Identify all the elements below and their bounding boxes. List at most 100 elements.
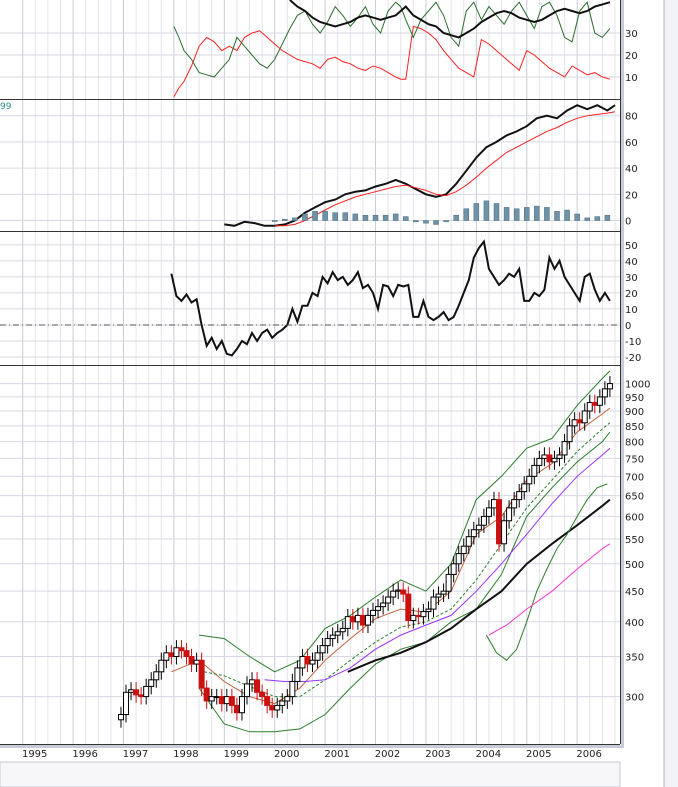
histogram-bar <box>433 220 439 225</box>
candle-body <box>480 515 487 526</box>
y-tick-label: 350 <box>625 653 644 664</box>
y-tick-label: 450 <box>625 587 644 598</box>
candle-body <box>496 499 503 545</box>
candle-body <box>490 499 497 509</box>
panel-tag: 99 <box>0 102 12 112</box>
candle-body <box>213 696 220 699</box>
histogram-bar <box>362 215 369 221</box>
candle-body <box>581 410 588 424</box>
candle-body <box>359 614 366 626</box>
candle-body <box>501 520 508 545</box>
candle-body <box>148 679 155 687</box>
histogram-bar <box>604 215 611 221</box>
candle-body <box>339 627 346 633</box>
plot-shadow <box>621 0 624 748</box>
series-line-0 <box>170 239 611 357</box>
candle-body <box>516 491 523 501</box>
candle-body <box>415 614 422 618</box>
candle-body <box>158 659 165 673</box>
y-tick-label: 80 <box>625 112 638 123</box>
y-tick-label: 700 <box>625 472 644 483</box>
candle-body <box>153 671 160 681</box>
candle-body <box>163 652 170 661</box>
histogram-bar <box>342 212 349 221</box>
x-tick-label: 1996 <box>72 749 97 760</box>
candle-body <box>269 704 276 711</box>
candle-body <box>576 419 583 424</box>
y-tick-label: 600 <box>625 512 644 523</box>
histogram-bar <box>503 207 510 221</box>
candle-body <box>218 696 225 705</box>
histogram-bar <box>493 203 500 221</box>
x-tick-label: 2001 <box>324 749 349 760</box>
x-tick-label: 1995 <box>22 749 47 760</box>
stochastic-panel <box>173 0 611 98</box>
candle-body <box>586 401 593 412</box>
lower-strip <box>0 761 621 787</box>
candle-body <box>460 545 467 555</box>
candle-body <box>284 696 291 702</box>
candle-body <box>294 667 301 682</box>
histogram-bar <box>282 218 288 221</box>
y-tick-label: 550 <box>625 535 644 546</box>
y-tick-label: 20 <box>625 289 638 300</box>
histogram-bar <box>483 200 490 221</box>
series-line-2 <box>198 431 611 733</box>
candle-body <box>561 441 568 456</box>
candle-body <box>314 652 321 661</box>
y-tick-label: 400 <box>625 618 644 629</box>
candle-body <box>526 475 533 485</box>
candle-body <box>475 524 482 531</box>
candle-body <box>344 616 351 629</box>
candle-body <box>566 425 573 443</box>
x-tick-label: 2005 <box>526 749 551 760</box>
right-margin <box>664 0 678 787</box>
y-tick-label: 20 <box>625 51 638 62</box>
x-tick-label: 2002 <box>375 749 400 760</box>
candle-body <box>445 573 452 592</box>
candle-body <box>228 696 235 706</box>
candle-body <box>203 687 210 702</box>
y-tick-label: 40 <box>625 164 638 175</box>
y-tick-label: 300 <box>625 693 644 704</box>
candle-body <box>410 614 417 622</box>
histogram-bar <box>382 215 389 221</box>
y-tick-label: 10 <box>625 73 638 84</box>
x-tick-label: 2003 <box>425 749 450 760</box>
candle-body <box>601 388 608 398</box>
histogram-bar <box>473 203 480 221</box>
y-tick-label: 10 <box>625 305 638 316</box>
candle-body <box>138 694 145 698</box>
y-tick-label: -10 <box>625 337 641 348</box>
candle-body <box>536 457 543 466</box>
histogram-bar <box>513 208 520 221</box>
candle-body <box>385 596 392 604</box>
series-line-0 <box>173 25 611 98</box>
y-tick-label: 650 <box>625 492 644 503</box>
candle-body <box>319 645 326 654</box>
y-tick-label: 0 <box>625 321 631 332</box>
histogram-bar <box>554 211 560 221</box>
candle-body <box>299 656 306 669</box>
candle-body <box>243 683 250 698</box>
y-tick-label: 950 <box>625 393 644 404</box>
y-tick-label: 500 <box>625 560 644 571</box>
histogram-bar <box>352 213 359 221</box>
axes: 102030020406080-20-100102030405030035040… <box>22 29 650 760</box>
candle-body <box>420 611 427 618</box>
candle-body <box>375 606 382 611</box>
candle-body <box>198 659 205 689</box>
y-tick-label: 750 <box>625 454 644 465</box>
candle-body <box>173 647 180 658</box>
candle-body <box>591 401 598 406</box>
candle-body <box>511 499 518 509</box>
plot-shadow-bottom <box>0 745 624 748</box>
candle-body <box>128 689 135 693</box>
candle-body <box>334 631 341 636</box>
candle-body <box>259 691 266 698</box>
candle-body <box>465 536 472 547</box>
y-tick-label: 30 <box>625 273 638 284</box>
candle-body <box>531 464 538 477</box>
